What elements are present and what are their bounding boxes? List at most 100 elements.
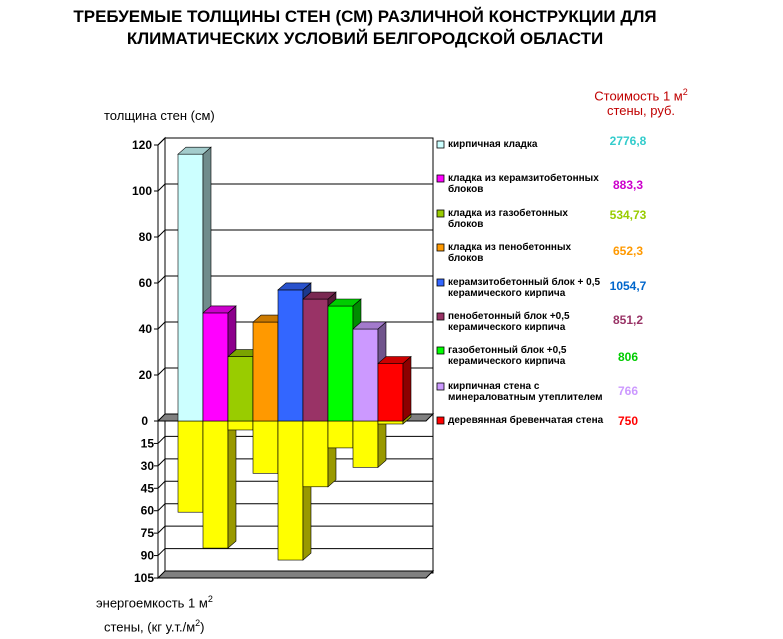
bar-thickness-top [327, 298, 362, 307]
cost-header: Стоимость 1 м2 стены, руб. [566, 85, 716, 118]
bar-thickness [252, 321, 279, 422]
gridline-upper [157, 229, 433, 238]
legend-swatch [436, 278, 445, 287]
legend-label-line: керамического кирпича [448, 322, 566, 333]
legend-label: кирпичная стена с минераловатным утеплите… [448, 381, 603, 403]
legend-swatch [436, 209, 445, 218]
bar-thickness [177, 153, 204, 422]
bar-energy [327, 420, 354, 449]
bar-energy-side [227, 413, 237, 549]
chart-side-wall [157, 136, 166, 579]
y-tick-label-upper: 40 [139, 322, 153, 336]
bar-thickness [302, 298, 329, 422]
legend-label: керамзитобетонный блок + 0,5 керамическог… [448, 276, 601, 299]
y-tick-label-upper: 80 [139, 230, 153, 244]
bar-thickness [377, 363, 404, 422]
x-axis-label-line1-text: энергоемкость 1 м [96, 595, 208, 611]
cost-header-line2: стены, руб. [606, 103, 676, 119]
cost-value: 534,73 [610, 208, 647, 222]
cost-value: 2776,8 [610, 134, 647, 148]
legend-label-line: газобетонный блок +0,5 [448, 344, 567, 356]
bar-thickness [327, 305, 354, 422]
legend-label-line: керамзитобетонный блок + 0,5 [448, 276, 601, 288]
y-tick-label-lower: 30 [141, 459, 155, 473]
legend-label-line: кладка из керамзитобетонных [448, 172, 599, 184]
bar-energy [177, 420, 204, 513]
legend-label: пенобетонный блок +0,5 керамического кирп… [448, 310, 570, 333]
legend-label-line: блоков [448, 183, 483, 195]
legend-label-line: кладка из газобетонных [448, 207, 568, 219]
bar-energy [277, 420, 304, 561]
legend-swatch [436, 346, 445, 355]
gridline-lower [157, 503, 433, 512]
bar-energy [377, 420, 404, 425]
cost-value: 750 [618, 414, 638, 428]
bar-thickness [352, 328, 379, 422]
x-axis-label-line2-end: ) [200, 619, 205, 635]
chart-title-line2: КЛИМАТИЧЕСКИХ УСЛОВИЙ БЕЛГОРОДСКОЙ ОБЛАС… [126, 29, 604, 48]
gridline-upper [157, 275, 433, 284]
gridline-lower [157, 548, 433, 556]
x-axis-label-line2-sup: 2 [195, 618, 201, 628]
bar-thickness-top [377, 356, 412, 364]
legend-swatch [436, 312, 445, 321]
x-axis-label-line1-sup: 2 [207, 594, 213, 604]
gridline-lower [157, 480, 433, 489]
legend-swatch [436, 243, 445, 252]
y-tick-label-upper: 0 [141, 414, 148, 428]
chart-title: ТРЕБУЕМЫЕ ТОЛЩИНЫ СТЕН (СМ) РАЗЛИЧНОЙ КО… [0, 6, 730, 50]
legend-label: деревянная бревенчатая стена [448, 414, 604, 426]
x-axis-label-line2: стены, (кг у.т./м2) [104, 618, 205, 634]
legend-label: кладка из газобетонных блоков [448, 207, 568, 230]
cost-value: 652,3 [613, 244, 643, 258]
gridline-upper [157, 183, 433, 192]
cost-value: 883,3 [613, 178, 643, 192]
legend-label-line: блоков [448, 218, 483, 230]
y-tick-label-upper: 100 [132, 184, 152, 198]
legend-label: кладка из пенобетонных блоков [448, 241, 571, 264]
bar-thickness-top [302, 291, 337, 300]
legend-label-line: керамического кирпича [448, 356, 566, 367]
y-tick-label-lower: 45 [141, 481, 155, 495]
bar-thickness [202, 312, 229, 422]
legend-label-line: деревянная бревенчатая стена [448, 414, 604, 426]
cost-value: 1054,7 [610, 279, 647, 293]
y-tick-label-upper: 120 [132, 138, 152, 152]
bar-thickness [227, 356, 254, 422]
legend-swatch [436, 140, 445, 149]
y-tick-label-lower: 15 [141, 436, 155, 450]
legend-label-line: блоков [448, 252, 483, 264]
cost-header-sup: 2 [682, 87, 688, 97]
bar-energy [352, 420, 379, 468]
y-axis-label: толщина стен (см) [104, 108, 215, 123]
cost-value: 806 [618, 350, 638, 364]
legend-label-line: кирпичная стена с [448, 381, 540, 392]
bar-thickness-top [202, 305, 237, 314]
bar-energy [227, 420, 254, 431]
bar-energy [252, 420, 279, 474]
legend-label-line: пенобетонный блок +0,5 [448, 310, 570, 322]
bar-energy [302, 420, 329, 488]
bar-thickness-top [177, 146, 212, 155]
y-tick-label-upper: 60 [139, 276, 153, 290]
cost-value: 851,2 [613, 313, 643, 327]
legend-label: кладка из керамзитобетонных блоков [448, 172, 599, 195]
gridline-lower [157, 458, 433, 467]
legend-label: кирпичная кладка [448, 139, 538, 150]
legend-label-line: минераловатным утеплителем [448, 392, 603, 403]
chart-title-line1: ТРЕБУЕМЫЕ ТОЛЩИНЫ СТЕН (СМ) РАЗЛИЧНОЙ КО… [73, 7, 657, 26]
legend-swatch [436, 416, 445, 425]
x-axis-label-line2-text: стены, (кг у.т./м [104, 619, 196, 635]
bar-energy [202, 420, 229, 549]
y-tick-label-lower: 105 [134, 571, 154, 585]
y-tick-label-lower: 60 [141, 504, 155, 518]
legend-swatch [436, 382, 445, 391]
x-axis-label-line1: энергоемкость 1 м2 [96, 594, 213, 610]
cost-header-line1: Стоимость 1 м [594, 88, 683, 104]
cost-value: 766 [618, 384, 638, 398]
gridline-upper [157, 137, 433, 146]
bar-thickness [277, 289, 304, 422]
legend-label-line: кирпичная кладка [448, 139, 538, 150]
legend-label-line: керамического кирпича [448, 288, 566, 299]
y-tick-label-upper: 20 [139, 368, 153, 382]
